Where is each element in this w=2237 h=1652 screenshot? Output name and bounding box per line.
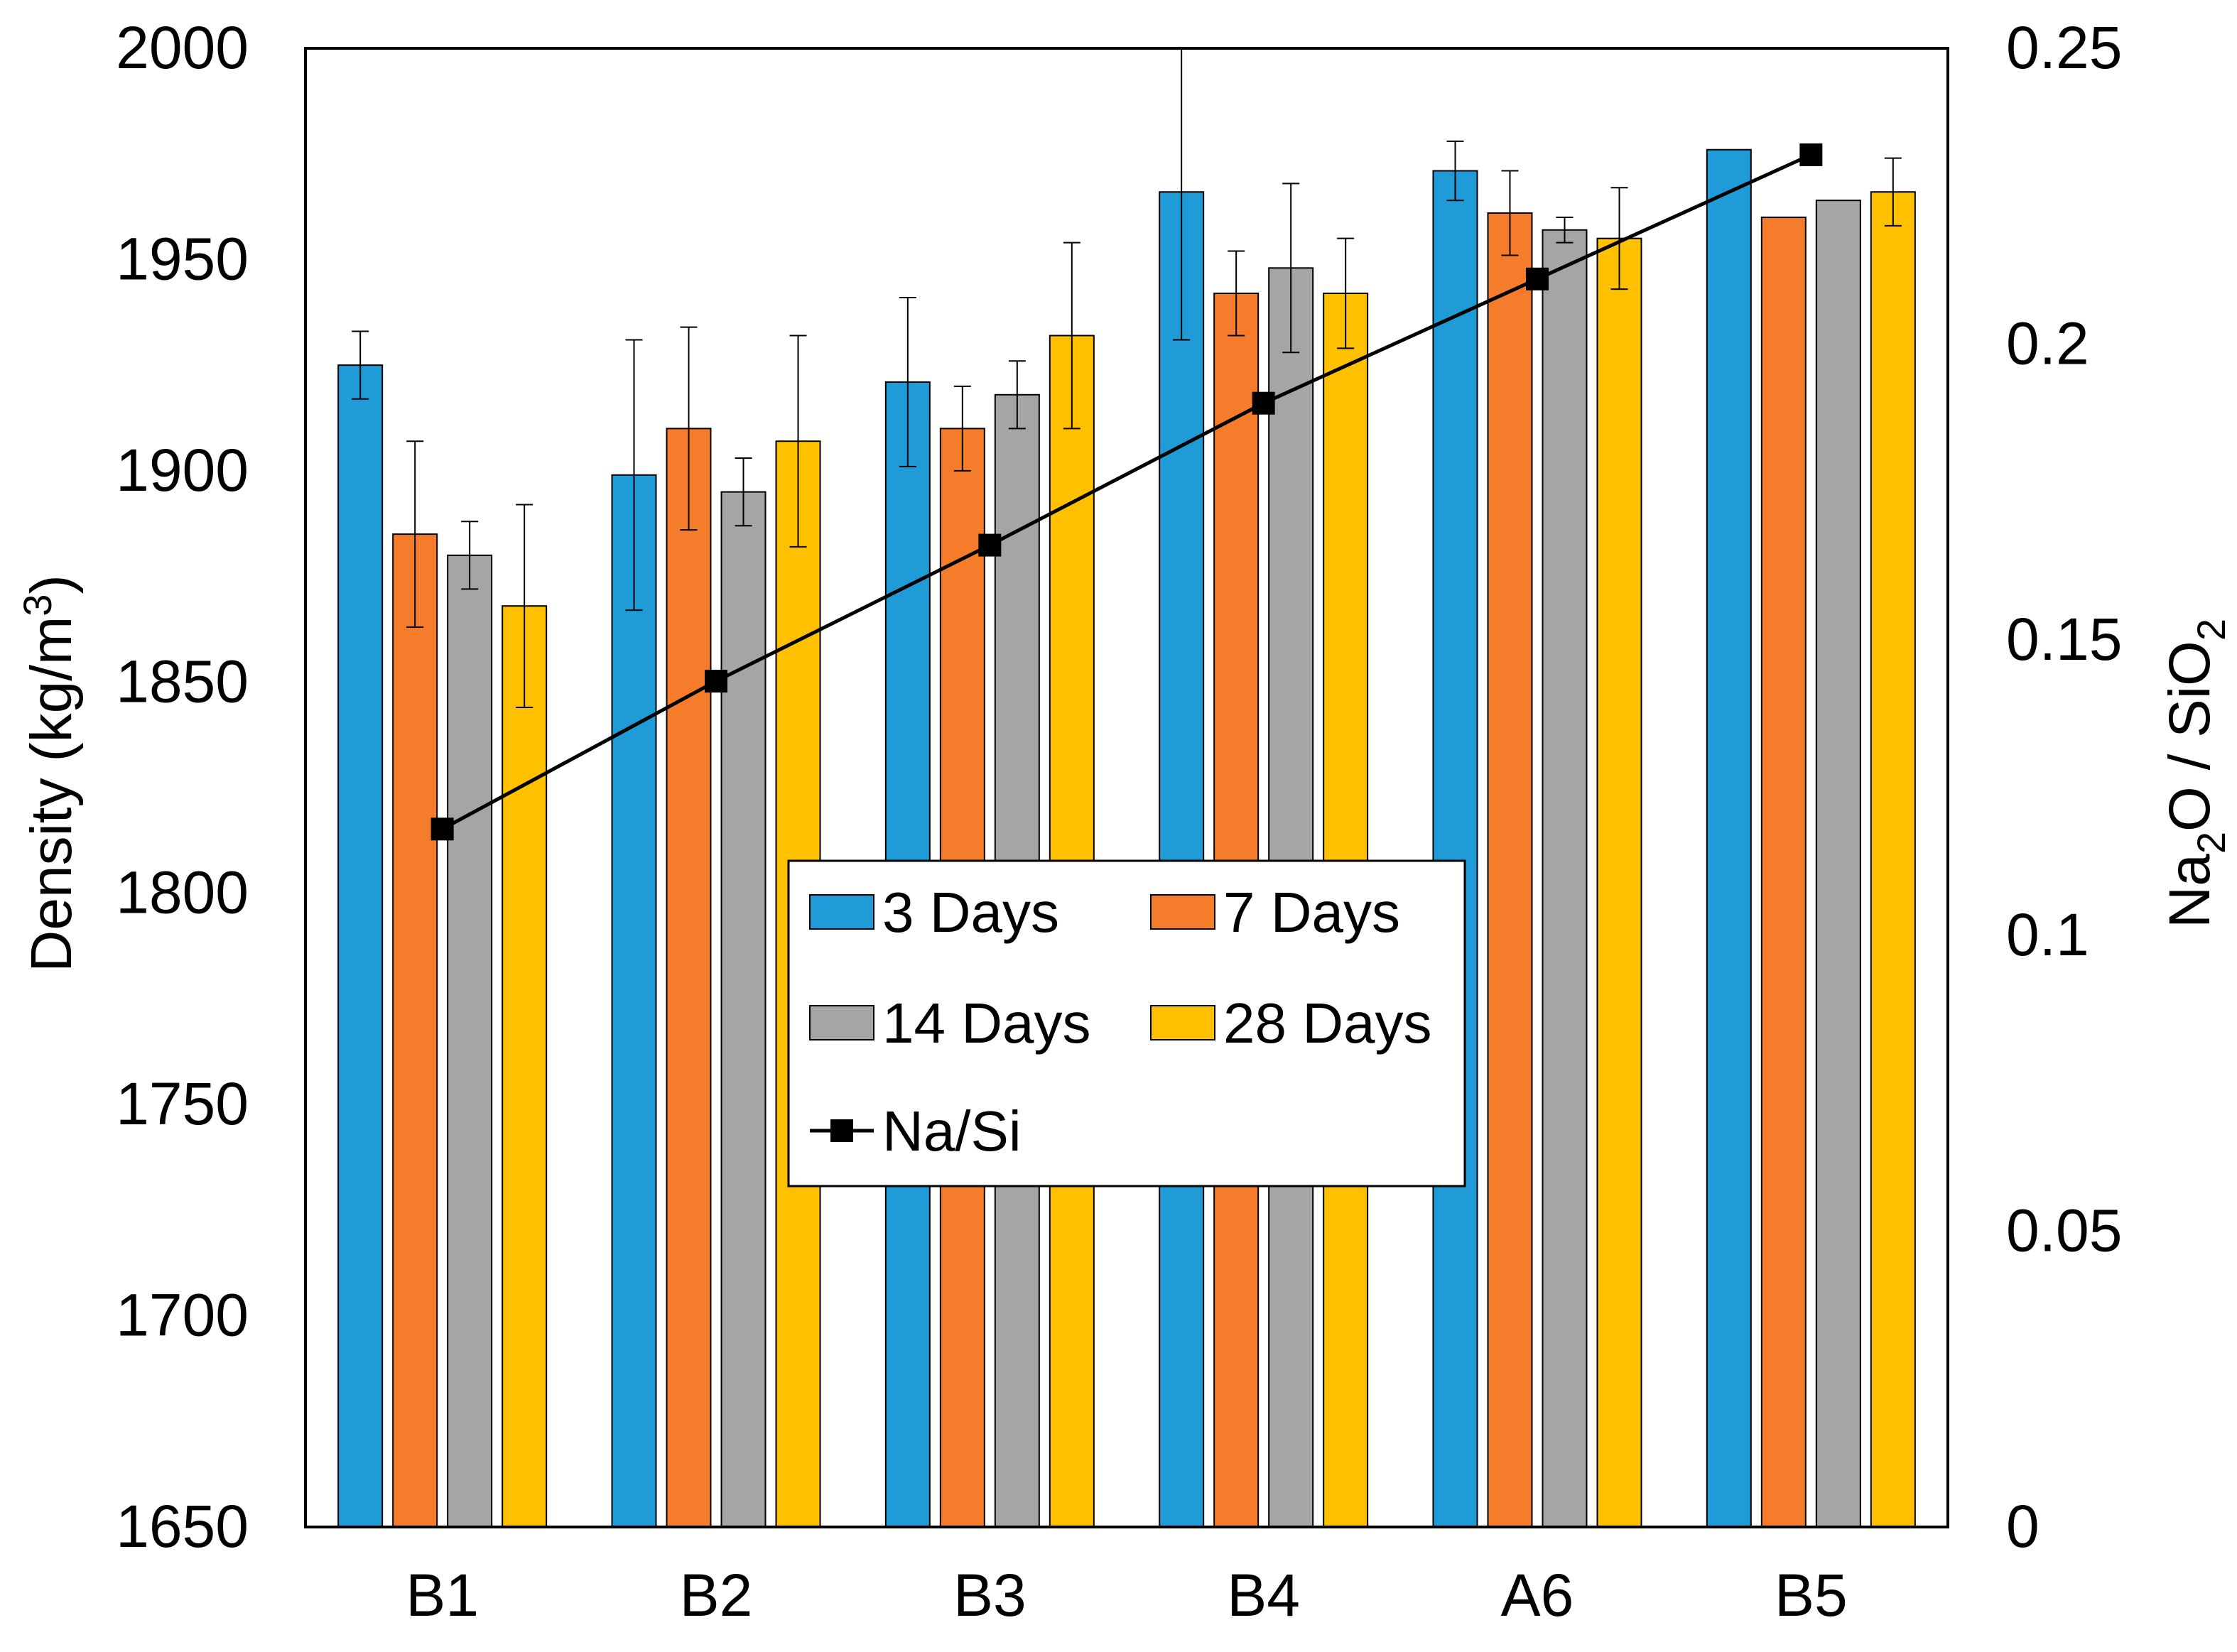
na-si-line [441,153,1812,831]
x-tick-label-b5: B5 [1775,1562,1848,1629]
legend-label-14-days: 14 Days [882,991,1090,1055]
y2-tick-label-0.15: 0.15 [2006,606,2123,673]
x-tick-label-b4: B4 [1227,1562,1300,1629]
bars-layer [337,148,1916,1528]
y2-title-subscript-2: 2 [2189,619,2233,641]
y2-title-subscript-1: 2 [2189,832,2233,854]
bar-b5-14-days [1815,200,1861,1528]
y2-tick-label-0.25: 0.25 [2006,14,2123,81]
legend-label-7-days: 7 Days [1223,881,1400,944]
right-axis-ticks: 0 0.05 0.1 0.15 0.2 0.25 [2006,14,2123,1560]
bar-b5-28-days [1870,191,1916,1528]
bar-b2-14-days [720,491,767,1528]
legend-label-3-days: 3 Days [882,881,1059,944]
bar-b2-7-days [666,428,712,1528]
bar-b4-3-days [1159,191,1205,1528]
bar-b1-28-days [502,605,548,1528]
y-tick-label-1750: 1750 [116,1070,249,1137]
y-tick-label-1950: 1950 [116,225,249,292]
y-tick-label-1850: 1850 [116,648,249,714]
left-axis-ticks: 1650 1700 1750 1800 1850 1900 1950 2000 [116,14,249,1560]
bar-a6-14-days [1542,229,1588,1528]
legend-label-na-si: Na/Si [882,1099,1022,1163]
na-si-marker-a6 [1526,267,1549,290]
bar-b5-7-days [1760,216,1807,1528]
na-si-marker-b2 [705,670,727,693]
x-axis-ticks: B1 B2 B3 B4 A6 B5 [406,1562,1847,1629]
bar-b5-3-days [1706,148,1752,1528]
y-tick-label-1650: 1650 [116,1493,249,1560]
x-tick-label-b3: B3 [953,1562,1027,1629]
bar-a6-7-days [1487,212,1533,1528]
na-si-marker-b5 [1799,143,1823,166]
legend-swatch-28-days [1150,1005,1215,1040]
legend-swatch-14-days [809,1005,874,1040]
x-tick-label-b1: B1 [406,1562,479,1629]
legend-swatch-3-days [809,894,874,930]
errorbars-layer [352,48,1902,708]
bar-b1-3-days [337,364,384,1528]
x-tick-label-b2: B2 [680,1562,753,1629]
y-tick-label-1700: 1700 [116,1282,249,1349]
bar-b1-14-days [447,554,493,1528]
legend: 3 Days 7 Days 14 Days 28 Days Na/Si [787,859,1466,1188]
y2-tick-label-0.05: 0.05 [2006,1197,2123,1264]
legend-label-28-days: 28 Days [1223,991,1431,1055]
y2-tick-label-0.1: 0.1 [2006,901,2089,968]
y-tick-label-1800: 1800 [116,859,249,926]
y-axis-title-superscript: 3 [15,594,60,616]
y-axis-title-close: ) [19,575,84,594]
legend-marker-na-si [830,1119,853,1142]
bar-a6-28-days [1596,237,1642,1528]
y2-tick-label-0: 0 [2006,1493,2040,1560]
y-tick-label-1900: 1900 [116,437,249,504]
bar-b1-7-days [392,533,438,1528]
na-si-marker-b3 [978,533,1002,557]
y2-tick-label-0.2: 0.2 [2006,310,2089,376]
y-axis-title: Density (kg/m3) [15,575,84,972]
plot-frame [304,47,1949,1528]
legend-swatch-7-days [1150,894,1215,930]
bar-a6-3-days [1432,170,1478,1528]
y-tick-label-2000: 2000 [116,14,249,81]
y2-axis-title: Na2O / SiO2 [2157,619,2233,928]
line-layer [430,143,1823,841]
bar-b2-3-days [611,474,657,1528]
na-si-marker-b4 [1252,391,1275,415]
x-tick-label-a6: A6 [1501,1562,1574,1629]
legend-box [787,859,1466,1188]
na-si-marker-b1 [430,817,454,841]
